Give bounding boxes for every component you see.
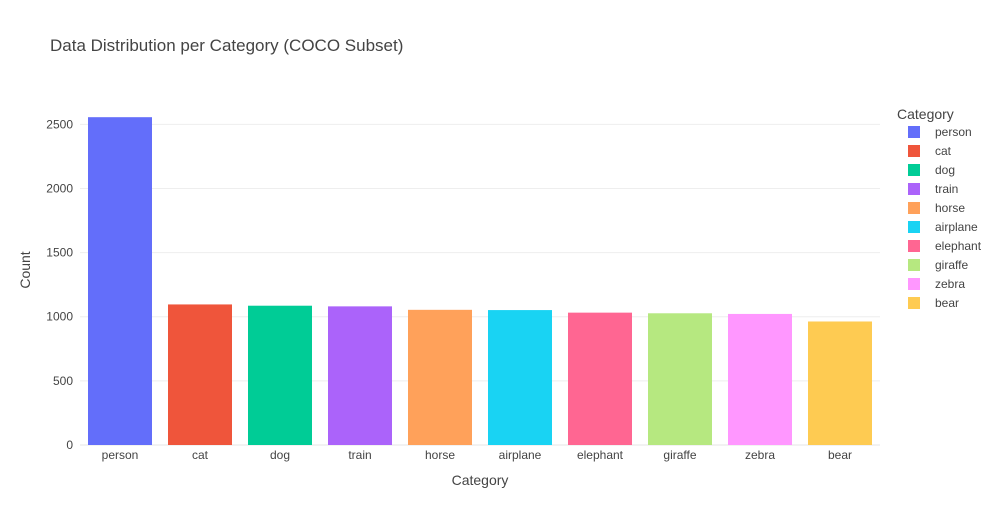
y-tick-label: 2000 [46, 181, 73, 195]
legend-swatch-bear[interactable] [908, 297, 920, 309]
bar-elephant[interactable] [568, 312, 632, 445]
legend-swatch-giraffe[interactable] [908, 259, 920, 271]
bar-zebra[interactable] [728, 313, 792, 445]
x-axis-ticks: person cat dog train horse airplane elephant gi… [102, 448, 852, 462]
legend-swatch-cat[interactable] [908, 145, 920, 157]
legend-label-airplane[interactable]: airplane [935, 220, 978, 234]
legend-swatch-airplane[interactable] [908, 221, 920, 233]
legend-label-bear[interactable]: bear [935, 296, 959, 310]
bar-person[interactable] [88, 117, 152, 445]
legend-label-train[interactable]: train [935, 182, 958, 196]
y-tick-label: 0 [66, 438, 73, 452]
bar-airplane[interactable] [488, 310, 552, 445]
bar-train[interactable] [328, 306, 392, 445]
x-tick-label: zebra [745, 448, 775, 462]
y-axis-title: Count [17, 251, 33, 288]
legend: Category person cat dog train horse airplane e… [897, 106, 982, 310]
legend-swatch-dog[interactable] [908, 164, 920, 176]
legend-label-zebra[interactable]: zebra [935, 277, 965, 291]
legend-swatch-person[interactable] [908, 126, 920, 138]
x-tick-label: bear [828, 448, 852, 462]
bar-cat[interactable] [168, 304, 232, 445]
bar-giraffe[interactable] [648, 313, 712, 445]
x-tick-label: airplane [499, 448, 542, 462]
legend-label-giraffe[interactable]: giraffe [935, 258, 968, 272]
x-tick-label: dog [270, 448, 290, 462]
x-axis-title: Category [452, 472, 509, 488]
legend-swatch-zebra[interactable] [908, 278, 920, 290]
legend-title: Category [897, 106, 954, 122]
bar-dog[interactable] [248, 305, 312, 445]
y-tick-label: 1500 [46, 246, 73, 260]
y-axis-ticks: 0 500 1000 1500 2000 2500 [46, 117, 73, 452]
chart-title: Data Distribution per Category (COCO Sub… [50, 36, 403, 55]
y-tick-label: 1000 [46, 310, 73, 324]
y-tick-label: 500 [53, 374, 73, 388]
x-tick-label: elephant [577, 448, 624, 462]
bar-horse[interactable] [408, 309, 472, 445]
legend-label-person[interactable]: person [935, 125, 972, 139]
legend-label-dog[interactable]: dog [935, 163, 955, 177]
legend-swatch-train[interactable] [908, 183, 920, 195]
legend-label-cat[interactable]: cat [935, 144, 952, 158]
legend-label-elephant[interactable]: elephant [935, 239, 982, 253]
bar-bear[interactable] [808, 321, 872, 445]
y-tick-label: 2500 [46, 117, 73, 131]
x-tick-label: cat [192, 448, 209, 462]
legend-swatch-horse[interactable] [908, 202, 920, 214]
x-tick-label: person [102, 448, 139, 462]
x-tick-label: horse [425, 448, 455, 462]
x-tick-label: giraffe [663, 448, 696, 462]
x-tick-label: train [348, 448, 371, 462]
legend-label-horse[interactable]: horse [935, 201, 965, 215]
bars [88, 117, 872, 445]
legend-swatch-elephant[interactable] [908, 240, 920, 252]
